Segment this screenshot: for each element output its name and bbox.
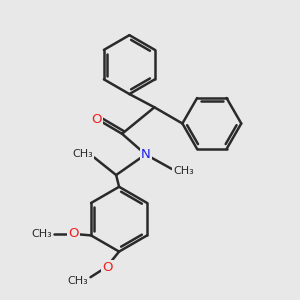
Text: CH₃: CH₃ <box>173 166 194 176</box>
Text: CH₃: CH₃ <box>73 149 93 159</box>
Text: CH₃: CH₃ <box>32 229 52 239</box>
Text: N: N <box>141 148 151 161</box>
Text: O: O <box>92 112 102 126</box>
Text: O: O <box>102 261 112 274</box>
Text: CH₃: CH₃ <box>68 276 88 286</box>
Text: O: O <box>68 227 79 240</box>
